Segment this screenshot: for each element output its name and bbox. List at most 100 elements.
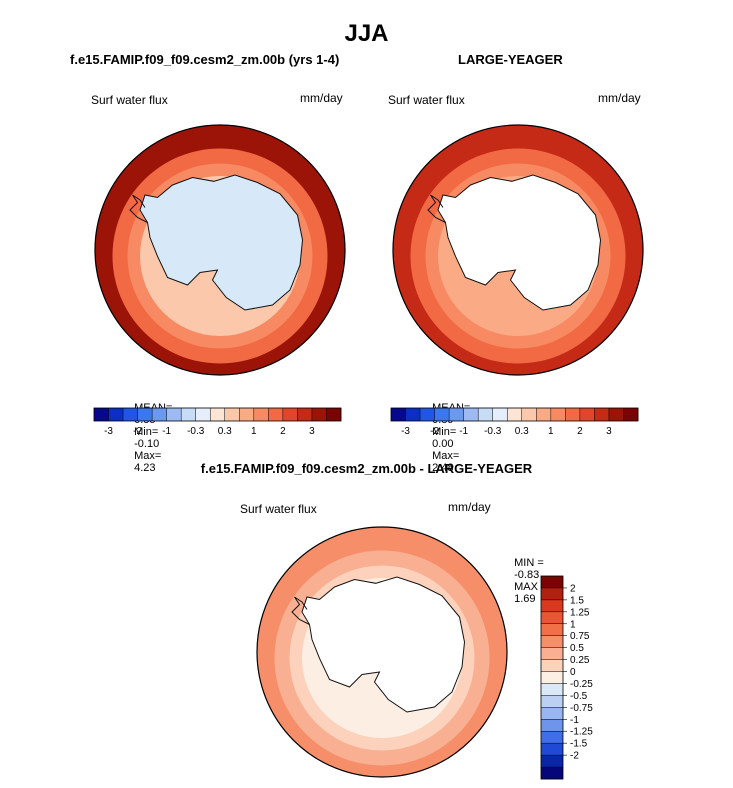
left-min-label: Min= (134, 426, 159, 438)
ring-midlatitude-ocean (393, 125, 643, 375)
right-stats: MEAN= 0.89 Min= 0.00 Max= 2.48 (426, 390, 470, 474)
colorbar-swatch (541, 731, 563, 744)
ring-subpolar (289, 565, 475, 751)
colorbar-swatch (405, 408, 421, 421)
ring-sea-ice-edge (438, 176, 598, 336)
colorbar-tick-label: -3 (401, 426, 410, 437)
right-min-value: 0.00 (432, 438, 454, 450)
left-max-label: Max= (134, 450, 162, 462)
antarctic-peninsula (291, 596, 310, 625)
antarctica-landmass (139, 174, 304, 311)
colorbar-swatch (224, 408, 240, 421)
colorbar-swatch (478, 408, 494, 421)
colorbar-tick-label: 1 (251, 426, 257, 437)
right-variable-label: Surf water flux (388, 93, 465, 107)
colorbar-tick-label: 3 (606, 426, 612, 437)
colorbar-tick-label: -1.5 (570, 739, 588, 750)
ring-southern-ocean (112, 148, 328, 364)
colorbar-swatch (541, 659, 563, 672)
map-border (392, 124, 644, 376)
colorbar-tick-label: 1 (570, 619, 576, 630)
diff-case-title: f.e15.FAMIP.f09_f09.cesm2_zm.00b - LARGE… (200, 461, 533, 476)
right-mean-value: 0.89 (432, 414, 454, 426)
ring-subpolar (425, 163, 611, 349)
colorbar-tick-label: -0.3 (484, 426, 502, 437)
colorbar-tick-label: 0.3 (515, 426, 529, 437)
colorbar-swatch (541, 755, 563, 768)
colorbar-tick-label: 0.75 (570, 631, 590, 642)
colorbar-tick-label: 2 (570, 583, 576, 594)
left-max-value: 4.23 (134, 462, 156, 474)
colorbar-swatch (579, 408, 595, 421)
map-right (392, 124, 644, 376)
colorbar-swatch (541, 611, 563, 625)
colorbar-swatch (541, 695, 563, 708)
colorbar-swatch (623, 408, 639, 421)
colorbar-tick-label: 1.25 (570, 607, 590, 618)
colorbar-swatch (391, 408, 406, 421)
colorbar-tick-label: 0.5 (570, 643, 584, 654)
colorbar-swatch (541, 719, 563, 732)
antarctic-peninsula (129, 194, 148, 223)
colorbar-swatch (239, 408, 255, 421)
ring-subpolar (127, 163, 313, 349)
map-diff (256, 526, 508, 778)
antarctic-peninsula (427, 194, 446, 223)
colorbar-swatch (253, 408, 269, 421)
ring-sea-ice-edge (302, 578, 462, 738)
colorbar-swatch (507, 408, 523, 421)
colorbar-swatch (541, 683, 563, 696)
colorbar-tick-label: 0.3 (218, 426, 232, 437)
colorbar-swatch (550, 408, 566, 421)
colorbar-swatch (541, 647, 563, 660)
right-max-label: Max= (432, 450, 460, 462)
diff-min-label: MIN = (514, 557, 544, 569)
left-min-value: -0.10 (134, 438, 160, 450)
right-max-value: 2.48 (432, 462, 454, 474)
colorbar-swatch (594, 408, 610, 421)
colorbar-swatch (195, 408, 211, 421)
diff-variable-label: Surf water flux (240, 502, 317, 516)
colorbar-swatch (181, 408, 197, 421)
colorbar-tick-label: 2 (280, 426, 286, 437)
diff-min-value: -0.83 (514, 569, 540, 581)
map-left (94, 124, 346, 376)
left-stats: MEAN= 0.85 Min= -0.10 Max= 4.23 (128, 390, 172, 474)
left-mean-value: 0.85 (134, 414, 156, 426)
colorbar-tick-label: 2 (577, 426, 583, 437)
colorbar-swatch (326, 408, 342, 421)
left-units-label: mm/day (300, 91, 343, 105)
colorbar-swatch (541, 707, 563, 720)
colorbar-tick-label: -1 (570, 715, 579, 726)
diff-stats: MIN = -0.83 MAX = 1.69 (508, 545, 547, 605)
colorbar-tick-label: 1.5 (570, 595, 584, 606)
antarctica-landmass (437, 174, 602, 311)
antarctica-landmass (301, 576, 466, 713)
colorbar-swatch (565, 408, 581, 421)
colorbar-swatch (297, 408, 313, 421)
colorbar-diff: 21.51.2510.750.50.250-0.25-0.5-0.75-1-1.… (540, 575, 593, 780)
colorbar-tick-label: -0.25 (570, 679, 593, 690)
left-case-title: f.e15.FAMIP.f09_f09.cesm2_zm.00b (yrs 1-… (70, 52, 340, 67)
diff-max-value: 1.69 (514, 593, 536, 605)
colorbar-swatch (541, 767, 563, 780)
colorbar-tick-label: 0 (570, 667, 576, 678)
colorbar-swatch (521, 408, 537, 421)
colorbar-swatch (94, 408, 109, 421)
colorbar-swatch (268, 408, 284, 421)
diff-max-label: MAX = (514, 581, 548, 593)
colorbar-tick-label: -3 (104, 426, 113, 437)
colorbar-tick-label: -1.25 (570, 727, 593, 738)
colorbar-swatch (541, 743, 563, 756)
colorbar-swatch (541, 671, 563, 684)
left-mean-label: MEAN= (134, 402, 173, 414)
map-border (256, 526, 508, 778)
colorbar-tick-label: 3 (309, 426, 315, 437)
colorbar-tick-label: 1 (548, 426, 554, 437)
colorbar-swatch (108, 408, 124, 421)
ring-midlatitude-ocean (257, 527, 507, 777)
colorbar-swatch (311, 408, 327, 421)
colorbar-tick-label: -2 (570, 751, 579, 762)
colorbar-swatch (492, 408, 508, 421)
colorbar-swatch (536, 408, 552, 421)
